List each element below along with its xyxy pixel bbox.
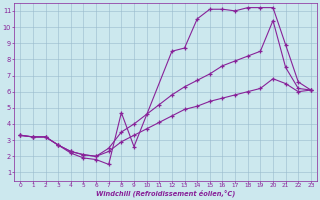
- X-axis label: Windchill (Refroidissement éolien,°C): Windchill (Refroidissement éolien,°C): [96, 190, 235, 197]
